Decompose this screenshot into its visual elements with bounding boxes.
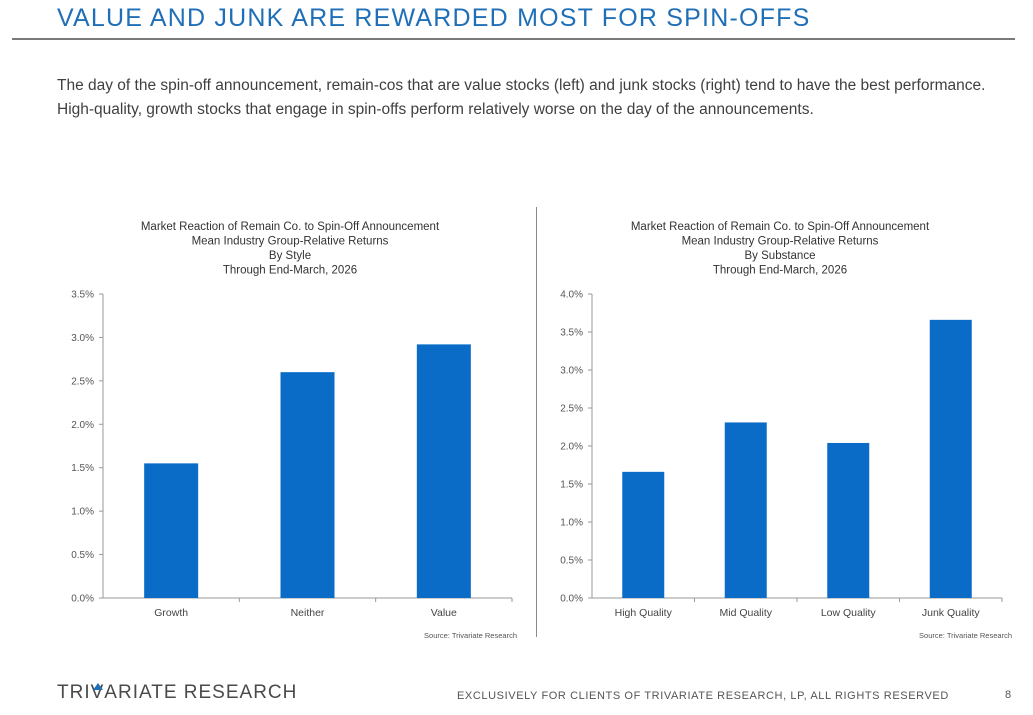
y-tick-label: 0.0% [560, 594, 583, 605]
page-number: 8 [1005, 689, 1012, 701]
page-title: VALUE AND JUNK ARE REWARDED MOST FOR SPI… [57, 4, 811, 32]
y-tick-label: 1.0% [71, 507, 94, 518]
chart-title-line: By Style [269, 250, 311, 262]
chart-by-style: Market Reaction of Remain Co. to Spin-Of… [71, 221, 517, 640]
source-note: Source: Trivariate Research [424, 631, 517, 640]
bar [280, 372, 335, 598]
y-tick-label: 2.0% [71, 420, 94, 431]
x-tick-label: Growth [154, 607, 188, 619]
x-tick-label: Value [431, 607, 457, 619]
bar [929, 319, 972, 598]
y-tick-label: 1.5% [71, 463, 94, 474]
y-tick-label: 0.0% [71, 594, 94, 605]
footer-notice: EXCLUSIVELY FOR CLIENTS OF TRIVARIATE RE… [457, 690, 949, 702]
bar [724, 422, 767, 598]
chart-title-line: Market Reaction of Remain Co. to Spin-Of… [631, 221, 930, 233]
y-tick-label: 1.0% [560, 518, 583, 529]
chart-divider [536, 207, 537, 637]
x-tick-label: Junk Quality [922, 607, 981, 619]
logo-text-mid: V [90, 682, 105, 703]
y-tick-label: 0.5% [71, 550, 94, 561]
logo-mark: V [91, 682, 105, 704]
y-tick-label: 3.0% [71, 333, 94, 344]
chart-title-line: By Substance [745, 250, 816, 262]
y-tick-label: 3.0% [560, 366, 583, 377]
x-tick-label: High Quality [615, 607, 673, 619]
chart-title-line: Market Reaction of Remain Co. to Spin-Of… [141, 221, 440, 233]
chart-title-line: Mean Industry Group-Relative Returns [682, 236, 879, 248]
chart-title-line: Mean Industry Group-Relative Returns [192, 236, 389, 248]
y-tick-label: 3.5% [560, 328, 583, 339]
bar [622, 471, 665, 598]
x-tick-label: Low Quality [821, 607, 877, 619]
x-tick-label: Neither [291, 607, 325, 619]
y-tick-label: 4.0% [560, 290, 583, 301]
logo-text-left: TRI [57, 682, 91, 703]
y-tick-label: 3.5% [71, 290, 94, 301]
title-divider [12, 38, 1015, 40]
y-tick-label: 0.5% [560, 556, 583, 567]
y-tick-label: 2.5% [560, 404, 583, 415]
chart-by-substance: Market Reaction of Remain Co. to Spin-Of… [560, 221, 1012, 640]
y-tick-label: 1.5% [560, 480, 583, 491]
bar [144, 463, 199, 598]
x-tick-label: Mid Quality [719, 607, 772, 619]
y-tick-label: 2.5% [71, 376, 94, 387]
intro-paragraph: The day of the spin-off announcement, re… [57, 77, 986, 118]
trivariate-logo: TRIVARIATE RESEARCH [57, 682, 297, 704]
chart-title-line: Through End-March, 2026 [713, 265, 847, 277]
y-tick-label: 2.0% [560, 442, 583, 453]
bar [827, 442, 870, 598]
logo-text-right: ARIATE RESEARCH [104, 682, 298, 703]
chart-title-line: Through End-March, 2026 [223, 265, 357, 277]
source-note: Source: Trivariate Research [919, 631, 1012, 640]
bar [416, 344, 471, 598]
